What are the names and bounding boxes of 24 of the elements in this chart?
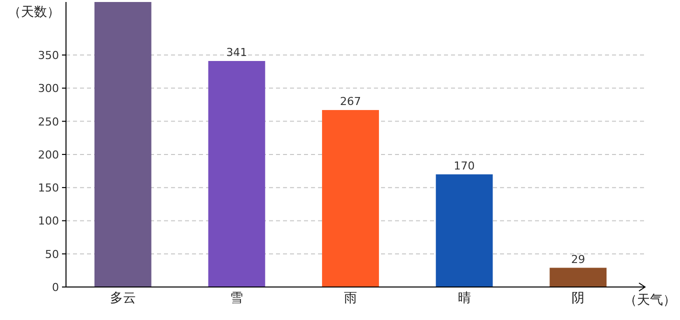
y-tick-label: 200 bbox=[38, 148, 59, 162]
bar bbox=[208, 60, 266, 287]
y-axis-title: （天数） bbox=[8, 5, 60, 20]
x-tick-label: 阴 bbox=[572, 291, 585, 306]
y-tick-label: 0 bbox=[52, 281, 59, 294]
x-tick-label: 晴 bbox=[458, 291, 471, 306]
bar bbox=[94, 2, 152, 287]
data-label: 170 bbox=[454, 159, 475, 172]
data-label: 267 bbox=[340, 95, 361, 108]
y-tick-label: 50 bbox=[45, 248, 59, 261]
bar bbox=[322, 110, 379, 287]
x-axis-title: （天气） bbox=[624, 293, 676, 308]
bar bbox=[436, 174, 493, 287]
x-tick-label: 多云 bbox=[110, 291, 136, 306]
data-label: 341 bbox=[226, 46, 248, 59]
data-label: 29 bbox=[571, 252, 586, 266]
bar bbox=[550, 268, 607, 287]
y-tick-label: 350 bbox=[38, 49, 59, 62]
y-tick-label: 150 bbox=[38, 182, 59, 195]
y-tick-label: 300 bbox=[38, 82, 59, 96]
y-tick-label: 100 bbox=[38, 214, 59, 228]
x-tick-label: 雪 bbox=[230, 291, 244, 306]
x-tick-label: 雨 bbox=[344, 291, 357, 306]
y-tick-label: 250 bbox=[38, 115, 59, 128]
